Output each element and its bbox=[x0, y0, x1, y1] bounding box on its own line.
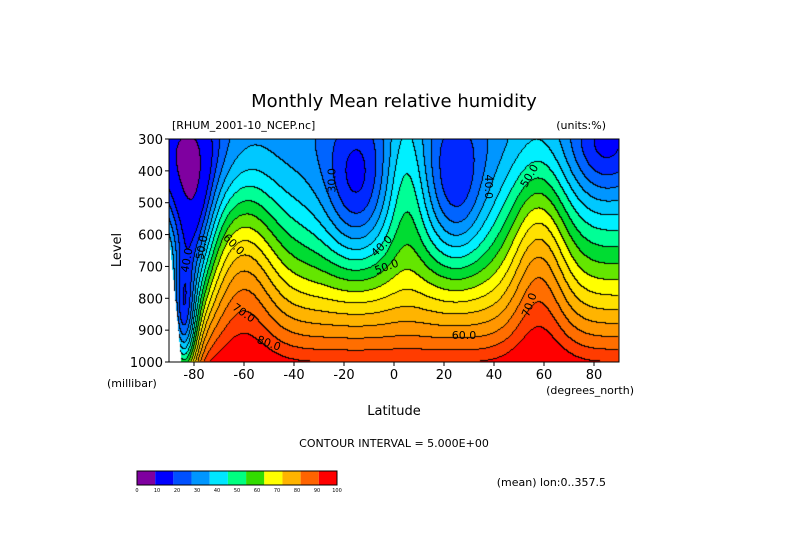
mean-note: (mean) lon:0..357.5 bbox=[497, 476, 606, 489]
x-tick-label: -20 bbox=[333, 368, 354, 383]
humidity-field bbox=[169, 139, 619, 362]
contour-label: 60.0 bbox=[452, 329, 477, 342]
y-tick-label: 300 bbox=[138, 133, 163, 148]
contour-label: 30.0 bbox=[326, 168, 339, 193]
y-tick-label: 1000 bbox=[130, 356, 163, 371]
units-label: (units:%) bbox=[556, 119, 606, 132]
y-tick-label: 900 bbox=[138, 324, 163, 339]
colorbar-swatch bbox=[300, 471, 319, 485]
y-axis-label: Level bbox=[110, 233, 125, 267]
x-axis-units: (degrees_north) bbox=[546, 384, 634, 397]
y-tick-label: 400 bbox=[138, 165, 163, 180]
y-tick-label: 500 bbox=[138, 197, 163, 212]
plot-area: 30.040.050.040.0 50.060.070.040.050.0 60.0… bbox=[168, 138, 620, 363]
x-tick-label: 80 bbox=[586, 368, 603, 383]
x-tick-label: -40 bbox=[283, 368, 304, 383]
colorbar-swatch bbox=[227, 471, 247, 485]
colorbar-swatch bbox=[155, 471, 174, 485]
contour-interval-note: CONTOUR INTERVAL = 5.000E+00 bbox=[299, 437, 489, 450]
colorbar-label: 60 bbox=[254, 488, 260, 494]
colorbar-swatch bbox=[137, 471, 156, 485]
colorbar-label: 80 bbox=[294, 488, 300, 494]
contour-label: 40.0 bbox=[482, 175, 495, 200]
colorbar-swatch bbox=[318, 471, 337, 485]
colorbar-label: 70 bbox=[274, 488, 280, 494]
colorbar-label: 50 bbox=[234, 488, 240, 494]
y-axis-units: (millibar) bbox=[107, 377, 157, 390]
x-tick-label: -80 bbox=[183, 368, 204, 383]
colorbar-label: 100 bbox=[332, 488, 342, 494]
y-tick-label: 700 bbox=[138, 260, 163, 275]
y-tick-label: 800 bbox=[138, 292, 163, 307]
colorbar-swatch bbox=[191, 471, 210, 485]
colorbar: 0 10 20 30 40 50 60 70 80 90 100 bbox=[135, 470, 342, 494]
colorbar-swatch bbox=[173, 471, 192, 485]
y-tick-label: 600 bbox=[138, 229, 163, 244]
colorbar-swatch bbox=[282, 471, 301, 485]
colorbar-swatch bbox=[246, 471, 265, 485]
contour-label: 50.0 bbox=[193, 234, 210, 260]
contour-label: 40.0 bbox=[178, 247, 195, 273]
colorbar-label: 10 bbox=[154, 488, 160, 494]
colorbar-label: 20 bbox=[174, 488, 180, 494]
x-axis-label: Latitude bbox=[367, 404, 421, 419]
x-tick-label: 20 bbox=[436, 368, 453, 383]
colorbar-label: 40 bbox=[214, 488, 220, 494]
x-axis-ticks: -80 -60 -40 -20 0 20 40 60 80 bbox=[183, 362, 602, 383]
colorbar-frame bbox=[136, 470, 338, 486]
x-tick-label: 40 bbox=[486, 368, 503, 383]
x-tick-label: 0 bbox=[390, 368, 398, 383]
x-tick-label: 60 bbox=[536, 368, 553, 383]
chart-title: Monthly Mean relative humidity bbox=[251, 91, 537, 112]
colorbar-label: 90 bbox=[314, 488, 320, 494]
colorbar-swatch bbox=[264, 471, 283, 485]
colorbar-label: 30 bbox=[194, 488, 200, 494]
colorbar-label: 0 bbox=[135, 488, 138, 494]
y-axis-ticks: 300 400 500 600 700 800 900 1000 bbox=[130, 133, 169, 371]
file-label: [RHUM_2001-10_NCEP.nc] bbox=[172, 119, 315, 132]
colorbar-swatch bbox=[209, 471, 228, 485]
x-tick-label: -60 bbox=[233, 368, 254, 383]
